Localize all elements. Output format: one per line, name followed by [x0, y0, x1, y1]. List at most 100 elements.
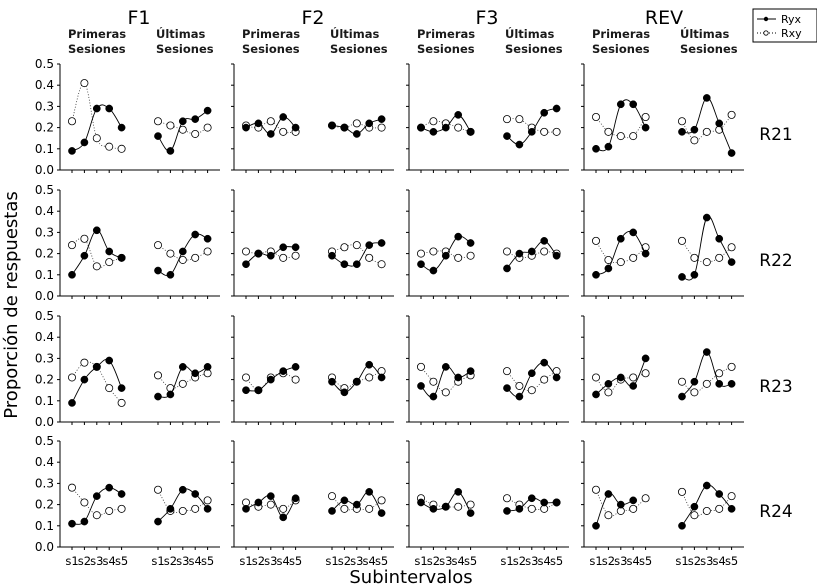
data-point-ryx-r23-f1-primeras [92, 363, 101, 371]
data-point-rxy-r24-f2-ultimas [327, 492, 336, 501]
data-point-ryx-r23-rev-primeras [604, 379, 613, 388]
data-point-ryx-r23-f1-primeras [105, 356, 114, 365]
data-point-ryx-r21-rev-ultimas [715, 119, 724, 128]
data-point-ryx-r23-f2-ultimas [377, 373, 386, 382]
series-line-ryx-r23-rev-ultimas [681, 351, 732, 397]
data-point-rxy-r22-f1-primeras [92, 262, 101, 271]
x-tick-label: s5 [464, 554, 477, 568]
data-point-rxy-r23-f3-ultimas [540, 375, 549, 384]
data-point-ryx-r21-f3-ultimas [552, 104, 561, 113]
data-point-ryx-r22-f2-primeras [266, 251, 275, 260]
data-point-ryx-r23-f2-primeras [242, 386, 250, 395]
data-point-rxy-r21-rev-ultimas [690, 136, 699, 145]
phase-sublabel-rev-primeras: Sesiones [592, 42, 650, 56]
data-point-rxy-r24-f1-primeras [80, 498, 89, 507]
series-line-ryx-r21-rev-ultimas [681, 97, 733, 154]
data-point-ryx-r21-f3-primeras [454, 111, 463, 119]
y-tick-label: 0.5 [35, 309, 54, 323]
data-point-ryx-r21-rev-ultimas [690, 125, 699, 134]
data-point-rxy-r22-f1-ultimas [203, 247, 212, 256]
panel-r24-rev: s1 s2 s3 s4 s5 s1 s2 s3 s4 s5 [581, 440, 744, 568]
data-point-rxy-r24-f2-ultimas [340, 504, 349, 513]
data-point-rxy-r24-rev-primeras [641, 494, 650, 503]
phase-sublabel-f2-primeras: Sesiones [242, 42, 300, 56]
data-point-ryx-r21-f3-ultimas [503, 132, 511, 140]
data-point-ryx-r23-rev-ultimas [690, 377, 699, 386]
data-point-ryx-r22-rev-primeras [604, 264, 613, 273]
data-point-ryx-r24-f3-primeras [466, 509, 475, 517]
data-point-ryx-r21-f2-ultimas [377, 115, 386, 123]
series-line-rxy-r23-rev-ultimas [681, 366, 732, 393]
data-point-rxy-r21-f2-primeras [266, 117, 275, 126]
x-tick-label: s2 [252, 554, 265, 568]
y-tick-label: 0.3 [35, 476, 54, 490]
data-point-rxy-r23-f2-ultimas [365, 373, 374, 382]
x-tick-label: s1 [500, 554, 513, 568]
data-point-ryx-r21-f2-primeras [254, 119, 263, 128]
data-point-ryx-r22-f1-primeras [105, 247, 114, 256]
data-point-rxy-r22-f1-primeras [80, 234, 89, 243]
data-point-rxy-r23-rev-primeras [604, 388, 613, 397]
data-point-rxy-r21-f3-ultimas [502, 115, 511, 124]
panel-r21-rev [581, 63, 744, 173]
data-point-rxy-r21-f1-primeras [80, 79, 89, 88]
data-point-ryx-r24-f2-primeras [291, 494, 300, 503]
x-tick-label: s1 [151, 554, 164, 568]
data-point-rxy-r22-rev-ultimas [678, 236, 687, 245]
data-point-ryx-r22-f3-primeras [441, 251, 450, 260]
data-point-rxy-r24-f1-ultimas [203, 496, 212, 505]
data-point-rxy-r24-rev-primeras [629, 504, 638, 513]
y-tick-label: 0.2 [35, 247, 54, 261]
data-point-ryx-r21-f3-primeras [441, 123, 450, 132]
data-point-rxy-r21-rev-primeras [641, 113, 650, 122]
data-point-ryx-r22-f3-ultimas [540, 237, 549, 245]
phase-label-rev-primeras: Primeras [592, 27, 650, 41]
data-point-ryx-r21-f3-ultimas [515, 140, 524, 149]
x-tick-label: s2 [602, 554, 615, 568]
data-point-ryx-r22-f1-ultimas [178, 247, 187, 256]
phase-label-f2-ultimas: Últimas [330, 26, 379, 41]
y-tick-label: 0.5 [35, 183, 54, 197]
x-tick-label: s3 [264, 554, 277, 568]
data-point-ryx-r22-f2-primeras [279, 243, 288, 252]
x-tick-label: s3 [700, 554, 713, 568]
data-point-rxy-r22-rev-ultimas [715, 253, 724, 262]
data-point-ryx-r21-f2-primeras [242, 123, 250, 132]
data-point-rxy-r21-f1-ultimas [203, 123, 212, 132]
data-point-rxy-r23-f3-ultimas [502, 367, 511, 376]
data-point-ryx-r22-f1-ultimas [191, 230, 200, 239]
data-point-ryx-r23-rev-ultimas [678, 392, 686, 401]
phase-sublabel-f1-ultimas: Sesiones [156, 42, 214, 56]
x-tick-label: s3 [614, 554, 627, 568]
column-title-rev: REV [645, 7, 683, 29]
data-point-rxy-r22-f1-ultimas [178, 255, 187, 264]
x-axis-title: Subintervalos [349, 567, 472, 587]
data-point-rxy-r24-f2-ultimas [365, 504, 374, 513]
data-point-ryx-r21-f1-ultimas [154, 132, 162, 140]
row-label-r23: R23 [759, 377, 792, 397]
data-point-ryx-r21-f2-ultimas [352, 130, 361, 138]
data-point-ryx-r24-f1-primeras [80, 517, 89, 526]
data-point-ryx-r23-f3-primeras [417, 382, 425, 390]
data-point-rxy-r22-f1-primeras [105, 258, 114, 267]
data-point-ryx-r21-f1-primeras [117, 123, 126, 132]
data-point-ryx-r24-f2-primeras [279, 513, 288, 522]
data-point-ryx-r22-f1-primeras [92, 226, 101, 235]
data-point-ryx-r24-rev-ultimas [678, 521, 686, 530]
legend-box [752, 8, 817, 43]
y-tick-label: 0.1 [35, 142, 54, 156]
data-point-rxy-r21-f3-ultimas [515, 115, 524, 124]
data-point-rxy-r23-f3-primeras [416, 362, 425, 371]
y-axis-title: Proporción de respuestas [1, 191, 22, 418]
row-label-r21: R21 [759, 125, 792, 145]
data-point-rxy-r21-f3-ultimas [540, 127, 549, 136]
data-point-rxy-r23-f1-primeras [68, 373, 77, 382]
data-point-rxy-r24-f1-primeras [117, 504, 126, 513]
data-point-ryx-r22-rev-ultimas [678, 273, 686, 281]
data-point-ryx-r21-f2-ultimas [340, 123, 349, 132]
data-point-ryx-r22-f2-ultimas [340, 260, 349, 269]
panel-r22-f3 [406, 189, 569, 299]
x-tick-label: s1 [325, 554, 338, 568]
data-point-ryx-r23-f2-ultimas [328, 377, 336, 386]
data-point-rxy-r21-f1-primeras [92, 134, 101, 143]
